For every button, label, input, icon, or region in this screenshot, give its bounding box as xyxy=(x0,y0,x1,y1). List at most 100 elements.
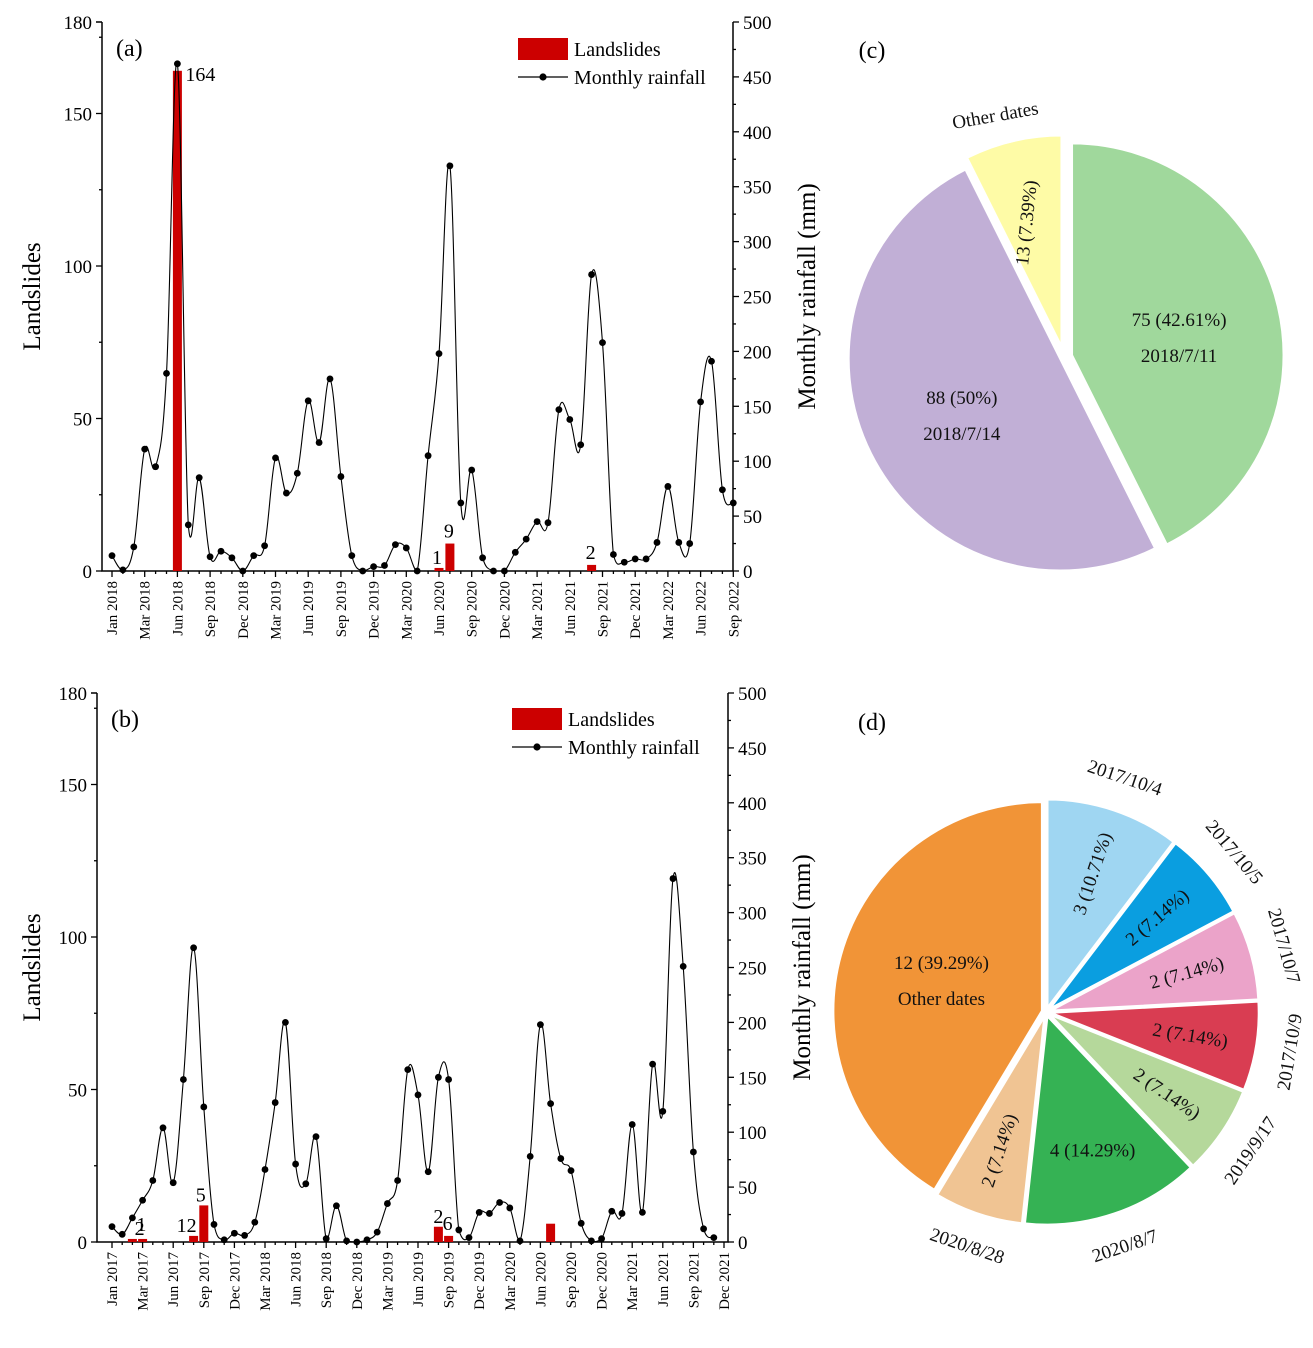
y-right-tick-label: 350 xyxy=(743,178,772,199)
pie-date-label: 2020/8/28 xyxy=(927,1224,1007,1269)
rainfall-point xyxy=(359,567,367,575)
y-right-axis-label: Monthly rainfall (mm) xyxy=(794,183,821,409)
pie-value-label: 88 (50%) xyxy=(926,388,997,409)
y-left-tick-label: 0 xyxy=(83,562,93,583)
rainfall-point xyxy=(392,541,399,549)
rainfall-point xyxy=(649,1060,656,1068)
rainfall-point xyxy=(620,558,628,566)
pie-date-label: Other dates xyxy=(951,98,1040,134)
rainfall-point xyxy=(490,567,497,575)
y-left-tick-label: 180 xyxy=(59,684,88,705)
rainfall-point xyxy=(700,1225,707,1233)
x-tick-label: Dec 2021 xyxy=(717,1252,733,1310)
x-tick-label: Dec 2018 xyxy=(236,581,252,639)
x-tick-label: Mar 2021 xyxy=(625,1252,641,1311)
legend-line-marker xyxy=(539,73,547,81)
rainfall-point xyxy=(729,499,737,507)
bar-data-label: 6 xyxy=(443,1213,453,1235)
rainfall-point xyxy=(533,518,541,525)
y-left-tick-label: 150 xyxy=(59,776,88,797)
rainfall-point xyxy=(152,463,160,471)
y-left-axis-label: Landslides xyxy=(19,242,46,350)
x-tick-label: Sep 2019 xyxy=(334,581,350,637)
pie-date-label: 2017/10/7 xyxy=(1263,906,1304,986)
pie-slice xyxy=(1070,141,1285,547)
panel-a: 0 50 100 150 180 0 50 100 150 200 250 300 350 400 450 5… xyxy=(19,13,821,640)
x-tick-label: Mar 2018 xyxy=(258,1252,274,1311)
rainfall-point xyxy=(312,1133,320,1140)
y-right-tick-label: 100 xyxy=(738,1123,767,1144)
rainfall-point xyxy=(522,535,530,543)
pie-date-label: 2020/8/7 xyxy=(1090,1226,1161,1267)
rainfall-point xyxy=(200,1103,208,1111)
rainfall-point xyxy=(220,1236,228,1244)
rainfall-point xyxy=(337,473,345,480)
rainfall-point xyxy=(557,1155,565,1162)
rainfall-point xyxy=(251,1218,259,1226)
pie-date-label: Other dates xyxy=(898,989,985,1010)
y-right-tick-label: 400 xyxy=(738,794,767,815)
landslide-bar xyxy=(444,1235,454,1242)
landslide-bar xyxy=(587,564,597,571)
pie-slice xyxy=(1048,1013,1246,1168)
x-tick-label: Sep 2017 xyxy=(197,1252,213,1309)
x-tick-label: Jun 2020 xyxy=(432,581,448,636)
rainfall-point xyxy=(599,339,606,347)
rainfall-point xyxy=(206,553,214,561)
landslide-bar xyxy=(199,1205,209,1242)
rainfall-point xyxy=(373,1228,381,1236)
y-left-tick-label: 50 xyxy=(73,410,92,431)
bar-data-label: 1 xyxy=(136,1214,146,1236)
x-tick-label: Mar 2018 xyxy=(138,581,154,640)
axes-frame xyxy=(96,693,729,1243)
panel-label: (b) xyxy=(111,707,139,733)
panel-b: 0 50 100 150 180 0 50 100 150 200 250 300 350 400 450 5… xyxy=(19,684,816,1311)
y-right-tick-label: 450 xyxy=(743,68,772,89)
pie-date-label: 2017/10/9 xyxy=(1274,1012,1307,1091)
landslide-bar xyxy=(172,70,182,572)
x-tick-label: Mar 2017 xyxy=(136,1252,152,1311)
rainfall-point xyxy=(669,875,677,882)
rainfall-point xyxy=(184,521,192,529)
pie-slice xyxy=(1046,797,1176,1012)
rainfall-point xyxy=(293,469,301,477)
x-tick-label: Sep 2020 xyxy=(465,581,481,637)
rainfall-point xyxy=(446,162,454,170)
rainfall-point xyxy=(282,1019,289,1026)
rainfall-point xyxy=(348,552,356,560)
pie-slice xyxy=(831,800,1044,1192)
y-right-tick-label: 150 xyxy=(738,1068,767,1089)
x-tick-label: Jun 2020 xyxy=(533,1252,549,1307)
x-tick-label: Mar 2021 xyxy=(530,581,546,640)
x-tick-label: Dec 2018 xyxy=(350,1252,366,1310)
rainfall-point xyxy=(413,567,421,575)
y-right-tick-label: 250 xyxy=(738,959,767,980)
rainfall-point xyxy=(414,1091,422,1099)
y-right-tick-label: 0 xyxy=(743,562,753,583)
y-right-tick-label: 350 xyxy=(738,849,767,870)
y-right-axis-label: Monthly rainfall (mm) xyxy=(789,854,816,1080)
rainfall-point xyxy=(370,563,377,571)
rainfall-point xyxy=(130,543,138,551)
x-tick-label: Jun 2018 xyxy=(289,1252,305,1307)
x-tick-label: Dec 2021 xyxy=(628,581,644,639)
rainfall-point xyxy=(526,1152,534,1160)
rainfall-point xyxy=(119,566,127,574)
x-tick-label: Jan 2017 xyxy=(105,1252,121,1306)
y-right-tick-label: 200 xyxy=(743,342,772,363)
rainfall-point xyxy=(653,539,661,546)
rainfall-point xyxy=(628,1121,636,1128)
y-right-tick-label: 200 xyxy=(738,1013,767,1034)
rainfall-point xyxy=(445,1076,452,1083)
y-right-tick-label: 250 xyxy=(743,288,772,309)
rainfall-point xyxy=(618,1210,626,1217)
rainfall-point xyxy=(577,441,585,449)
rainfall-point xyxy=(511,548,519,556)
rainfall-point xyxy=(217,547,225,555)
rainfall-point xyxy=(381,562,388,569)
rainfall-point xyxy=(195,474,203,482)
y-left-tick-label: 100 xyxy=(64,257,93,278)
rainfall-point xyxy=(394,1177,401,1184)
pie-date-label: 2018/7/11 xyxy=(1141,346,1217,367)
rainfall-point xyxy=(304,397,312,405)
